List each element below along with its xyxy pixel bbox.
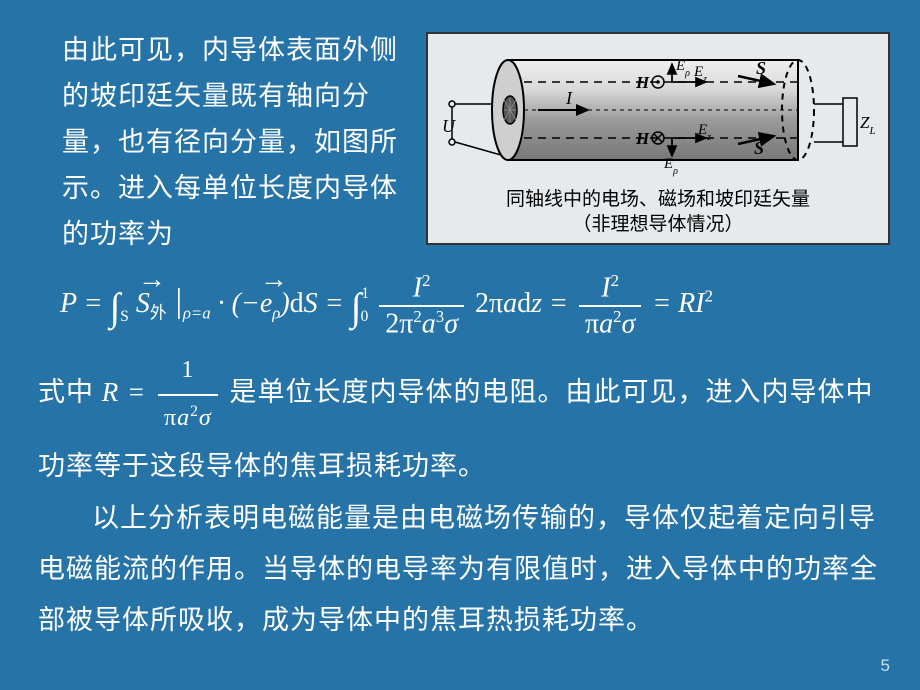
label-H-top: H <box>635 73 650 92</box>
conclusion-paragraph: 以上分析表明电磁能量是由电磁场传输的，导体仅起着定向引导电磁能流的作用。当导体的… <box>38 493 878 647</box>
resistance-paragraph: 式中 R = 1 πa2σ 是单位长度内导体的电阻。由此可见，进入内导体中功率等… <box>38 348 878 492</box>
body-text: 式中 R = 1 πa2σ 是单位长度内导体的电阻。由此可见，进入内导体中功率等… <box>0 348 920 646</box>
coax-diagram-svg: U I H Eρ Ez S <box>438 42 878 182</box>
label-ZL: ZL <box>860 113 876 137</box>
main-equation: P = ∫S →S外 |ρ=a · (−→eρ)dS = ∫10 I2 2π2a… <box>0 267 920 348</box>
caption-line-1: 同轴线中的电场、磁场和坡印廷矢量 <box>506 189 810 210</box>
intro-paragraph: 由此可见，内导体表面外侧的坡印廷矢量既有轴向分量，也有径向分量，如图所示。进入每… <box>62 28 402 257</box>
coax-figure: U I H Eρ Ez S <box>426 32 890 245</box>
label-S-bot: S <box>754 138 764 158</box>
label-I: I <box>565 88 573 108</box>
label-H-bot: H <box>635 129 650 148</box>
figure-caption: 同轴线中的电场、磁场和坡印廷矢量 （非理想导体情况） <box>438 188 878 237</box>
pre-R-text: 式中 <box>38 377 102 407</box>
caption-line-2: （非理想导体情况） <box>572 214 743 235</box>
label-S-top: S <box>756 58 766 78</box>
label-U: U <box>442 116 456 136</box>
page-number: 5 <box>881 656 890 676</box>
